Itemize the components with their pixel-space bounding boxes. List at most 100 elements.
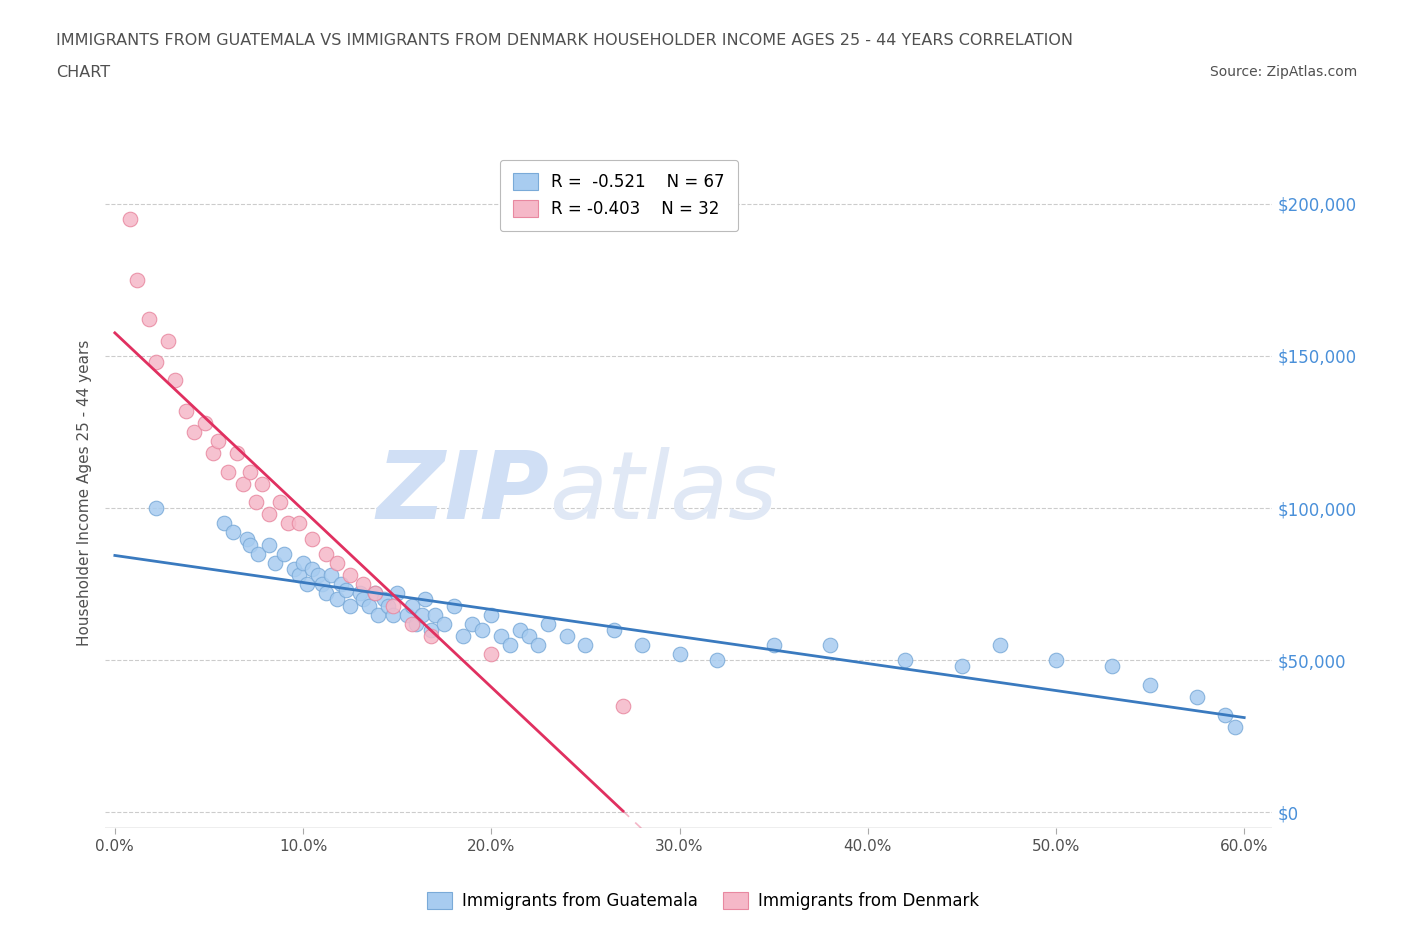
Point — [631, 638, 654, 653]
Point — [156, 333, 179, 348]
Point — [574, 638, 596, 653]
Point — [1101, 659, 1123, 674]
Text: CHART: CHART — [56, 65, 110, 80]
Point — [367, 607, 389, 622]
Point — [283, 562, 305, 577]
Point — [451, 629, 474, 644]
Y-axis label: Householder Income Ages 25 - 44 years: Householder Income Ages 25 - 44 years — [77, 339, 93, 646]
Point — [246, 546, 269, 561]
Point — [527, 638, 550, 653]
Point — [385, 586, 409, 601]
Point — [894, 653, 917, 668]
Point — [257, 538, 280, 552]
Point — [818, 638, 841, 653]
Point — [207, 433, 229, 448]
Point — [363, 586, 385, 601]
Point — [401, 598, 423, 613]
Point — [239, 538, 262, 552]
Point — [138, 312, 160, 326]
Point — [269, 495, 292, 510]
Point — [401, 617, 423, 631]
Point — [301, 531, 323, 546]
Point — [339, 598, 361, 613]
Point — [471, 622, 494, 637]
Point — [183, 425, 205, 440]
Point — [612, 698, 634, 713]
Point — [1139, 677, 1161, 692]
Point — [357, 598, 380, 613]
Point — [176, 404, 198, 418]
Point — [273, 546, 295, 561]
Point — [315, 546, 337, 561]
Point — [443, 598, 465, 613]
Point — [232, 476, 254, 491]
Point — [509, 622, 531, 637]
Point — [217, 464, 239, 479]
Point — [1185, 689, 1208, 704]
Point — [311, 577, 333, 591]
Point — [145, 500, 167, 515]
Point — [363, 586, 385, 601]
Point — [706, 653, 728, 668]
Point — [222, 525, 245, 540]
Point — [257, 507, 280, 522]
Point — [1215, 708, 1237, 723]
Point — [461, 617, 484, 631]
Text: ZIP: ZIP — [375, 447, 548, 538]
Point — [239, 464, 262, 479]
Point — [499, 638, 522, 653]
Point — [1223, 720, 1246, 735]
Point — [411, 607, 433, 622]
Point — [339, 567, 361, 582]
Point — [479, 646, 502, 661]
Point — [201, 445, 224, 460]
Text: IMMIGRANTS FROM GUATEMALA VS IMMIGRANTS FROM DENMARK HOUSEHOLDER INCOME AGES 25 : IMMIGRANTS FROM GUATEMALA VS IMMIGRANTS … — [56, 33, 1073, 47]
Point — [245, 495, 267, 510]
Point — [555, 629, 578, 644]
Point — [423, 607, 446, 622]
Text: atlas: atlas — [548, 447, 778, 538]
Point — [165, 373, 187, 388]
Point — [762, 638, 785, 653]
Point — [352, 592, 374, 607]
Point — [489, 629, 512, 644]
Point — [235, 531, 257, 546]
Point — [127, 272, 149, 287]
Point — [420, 629, 443, 644]
Point — [288, 567, 311, 582]
Point — [326, 592, 349, 607]
Point — [301, 562, 323, 577]
Point — [382, 598, 405, 613]
Legend: R =  -0.521    N = 67, R = -0.403    N = 32: R = -0.521 N = 67, R = -0.403 N = 32 — [499, 160, 738, 231]
Point — [145, 354, 167, 369]
Point — [405, 617, 427, 631]
Point — [250, 476, 273, 491]
Point — [988, 638, 1011, 653]
Point — [382, 607, 405, 622]
Point — [395, 607, 418, 622]
Point — [315, 586, 337, 601]
Point — [415, 592, 437, 607]
Point — [420, 622, 443, 637]
Point — [288, 516, 311, 531]
Point — [1045, 653, 1067, 668]
Point — [292, 555, 315, 570]
Point — [226, 445, 249, 460]
Point — [349, 586, 371, 601]
Point — [307, 567, 329, 582]
Point — [277, 516, 299, 531]
Point — [263, 555, 285, 570]
Point — [950, 659, 973, 674]
Point — [377, 598, 399, 613]
Point — [602, 622, 624, 637]
Legend: Immigrants from Guatemala, Immigrants from Denmark: Immigrants from Guatemala, Immigrants fr… — [420, 885, 986, 917]
Point — [329, 577, 352, 591]
Point — [335, 583, 357, 598]
Point — [118, 211, 141, 226]
Text: Source: ZipAtlas.com: Source: ZipAtlas.com — [1209, 65, 1357, 79]
Point — [321, 567, 343, 582]
Point — [668, 646, 690, 661]
Point — [479, 607, 502, 622]
Point — [517, 629, 540, 644]
Point — [326, 555, 349, 570]
